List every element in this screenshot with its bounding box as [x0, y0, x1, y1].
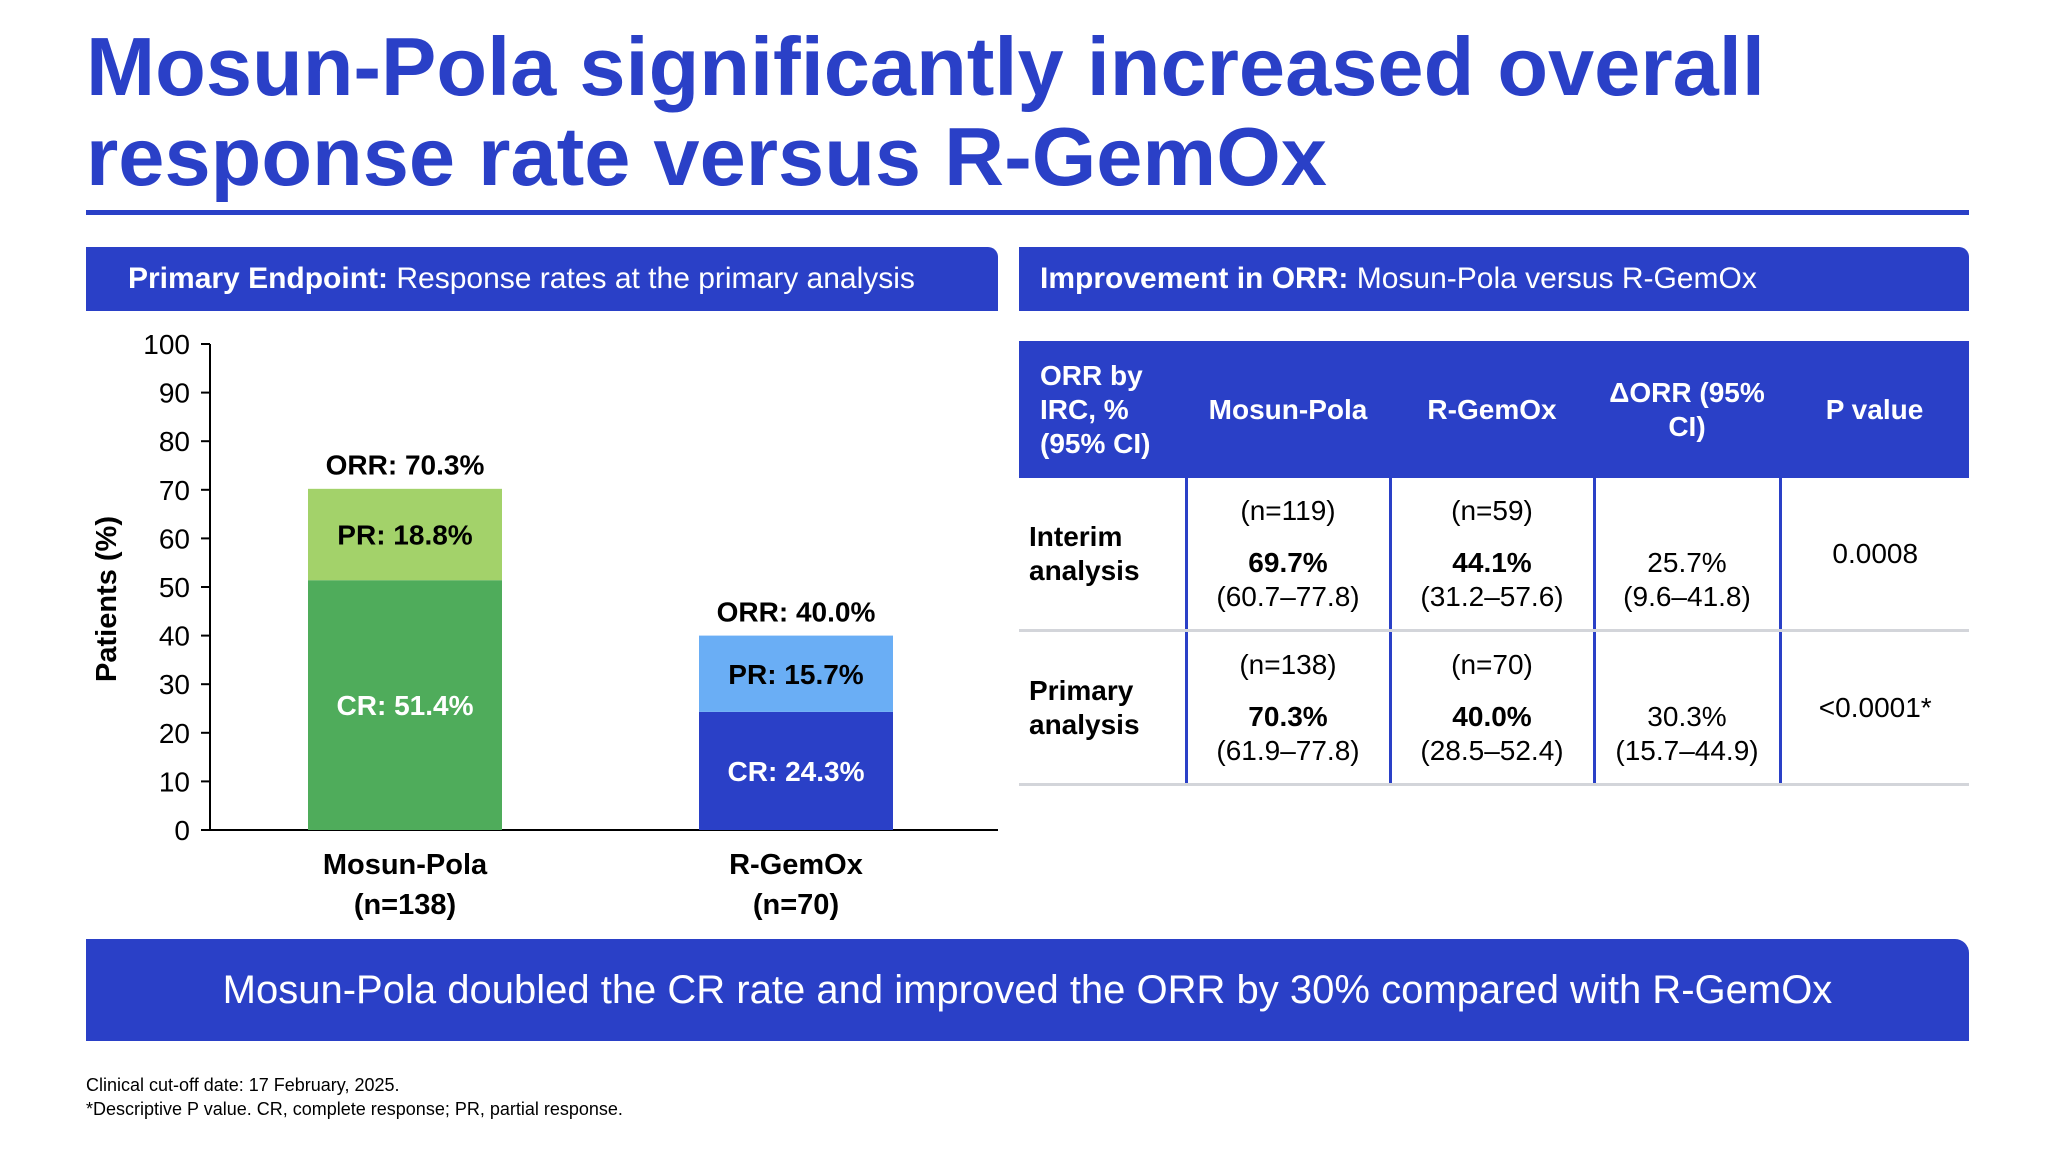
cell-n: (n=138) — [1239, 648, 1337, 680]
bar-segment-pr — [308, 488, 502, 581]
footnote-cutoff: Clinical cut-off date: 17 February, 2025… — [86, 1075, 400, 1095]
cell-ci: (28.5–52.4) — [1420, 734, 1564, 766]
cell-pct: 40.0% — [1452, 700, 1532, 732]
y-tick-label: 90 — [159, 378, 190, 409]
cell-ci: (9.6–41.8) — [1623, 580, 1751, 612]
cell-pct: 70.3% — [1248, 700, 1328, 732]
cell-pct: 69.7% — [1248, 546, 1328, 578]
cell-delta: 25.7% — [1647, 546, 1727, 578]
cell-mosun-primary: (n=138) 70.3% (61.9–77.8) — [1184, 630, 1390, 786]
bar-segment-label: PR: 18.8% — [337, 520, 472, 551]
row-label-primary: Primary analysis — [1019, 630, 1186, 786]
bar-segment-label: CR: 51.4% — [337, 690, 474, 721]
cell-ci: (15.7–44.9) — [1615, 734, 1759, 766]
cell-pct: 44.1% — [1452, 546, 1532, 578]
bar-segment-label: PR: 15.7% — [728, 659, 863, 690]
cell-rgemox-primary: (n=70) 40.0% (28.5–52.4) — [1388, 630, 1594, 786]
cell-n: (n=119) — [1240, 494, 1336, 526]
title-divider — [86, 210, 1969, 215]
cell-delta-interim: 25.7% (9.6–41.8) — [1592, 478, 1780, 632]
table-header-mosun-pola: Mosun-Pola — [1186, 341, 1390, 478]
bar-segment-pr — [699, 635, 893, 712]
table-header-row: ORR by IRC, % (95% CI) Mosun-Pola R-GemO… — [1019, 341, 1969, 478]
x-category-label: Mosun-Pola — [323, 849, 488, 881]
primary-endpoint-header-bold: Primary Endpoint: — [128, 262, 389, 295]
y-axis-label: Patients (%) — [91, 516, 123, 682]
footnote-descriptive: *Descriptive P value. CR, complete respo… — [86, 1099, 623, 1119]
cell-p-primary: <0.0001* — [1778, 630, 1969, 786]
bar-segment-cr — [699, 711, 893, 830]
cell-ci: (31.2–57.6) — [1420, 580, 1564, 612]
y-tick-label: 50 — [159, 572, 190, 603]
table-header-p-value: P value — [1780, 341, 1969, 478]
orr-improvement-header-text: Mosun-Pola versus R-GemOx — [1348, 262, 1757, 295]
orr-improvement-header: Improvement in ORR: Mosun-Pola versus R-… — [1019, 247, 1969, 311]
bar-segment-label: CR: 24.3% — [728, 756, 865, 787]
table-row: Interim analysis (n=119) 69.7% (60.7–77.… — [1019, 478, 1969, 632]
orr-comparison-table: ORR by IRC, % (95% CI) Mosun-Pola R-GemO… — [1019, 341, 1969, 786]
orr-improvement-header-bold: Improvement in ORR: — [1040, 262, 1349, 295]
cell-rgemox-interim: (n=59) 44.1% (31.2–57.6) — [1388, 478, 1594, 632]
cell-n: (n=70) — [1451, 648, 1533, 680]
y-tick-label: 40 — [159, 621, 190, 652]
y-tick-label: 60 — [159, 523, 190, 554]
cell-n: (n=59) — [1451, 494, 1533, 526]
orr-label: ORR: 70.3% — [326, 449, 485, 480]
slide-title: Mosun-Pola significantly increased overa… — [86, 20, 1765, 203]
table-header-orr-by-irc: ORR by IRC, % (95% CI) — [1019, 341, 1186, 478]
y-tick-label: 70 — [159, 475, 190, 506]
orr-label: ORR: 40.0% — [717, 597, 876, 628]
cell-ci: (61.9–77.8) — [1216, 734, 1360, 766]
y-tick-label: 10 — [159, 766, 190, 797]
row-label-interim: Interim analysis — [1019, 478, 1186, 632]
response-rate-chart: 0 10 20 30 40 50 60 70 80 90 100 Patients (%) CR: 51… — [91, 329, 998, 921]
cell-delta: 30.3% — [1647, 700, 1727, 732]
table-header-delta-orr: ΔORR (95% CI) — [1594, 341, 1780, 478]
table-header-r-gemox: R-GemOx — [1390, 341, 1594, 478]
primary-endpoint-header-text: Response rates at the primary analysis — [388, 262, 915, 295]
y-tick-label: 30 — [159, 669, 190, 700]
cell-ci: (60.7–77.8) — [1216, 580, 1360, 612]
y-tick-label: 0 — [174, 815, 190, 846]
y-tick-label: 80 — [159, 426, 190, 457]
bar-segment-cr — [308, 580, 502, 830]
y-tick-label: 20 — [159, 718, 190, 749]
cell-p-interim: 0.0008 — [1778, 478, 1969, 632]
table-row: Primary analysis (n=138) 70.3% (61.9–77.… — [1019, 630, 1969, 786]
primary-endpoint-header: Primary Endpoint: Response rates at the … — [86, 247, 998, 311]
cell-delta-primary: 30.3% (15.7–44.9) — [1592, 630, 1780, 786]
conclusion-banner: Mosun-Pola doubled the CR rate and impro… — [86, 939, 1969, 1041]
cell-mosun-interim: (n=119) 69.7% (60.7–77.8) — [1184, 478, 1390, 632]
x-category-n: (n=138) — [354, 889, 456, 921]
x-category-n: (n=70) — [753, 889, 839, 921]
x-category-label: R-GemOx — [729, 849, 863, 881]
y-tick-label: 100 — [143, 329, 190, 360]
